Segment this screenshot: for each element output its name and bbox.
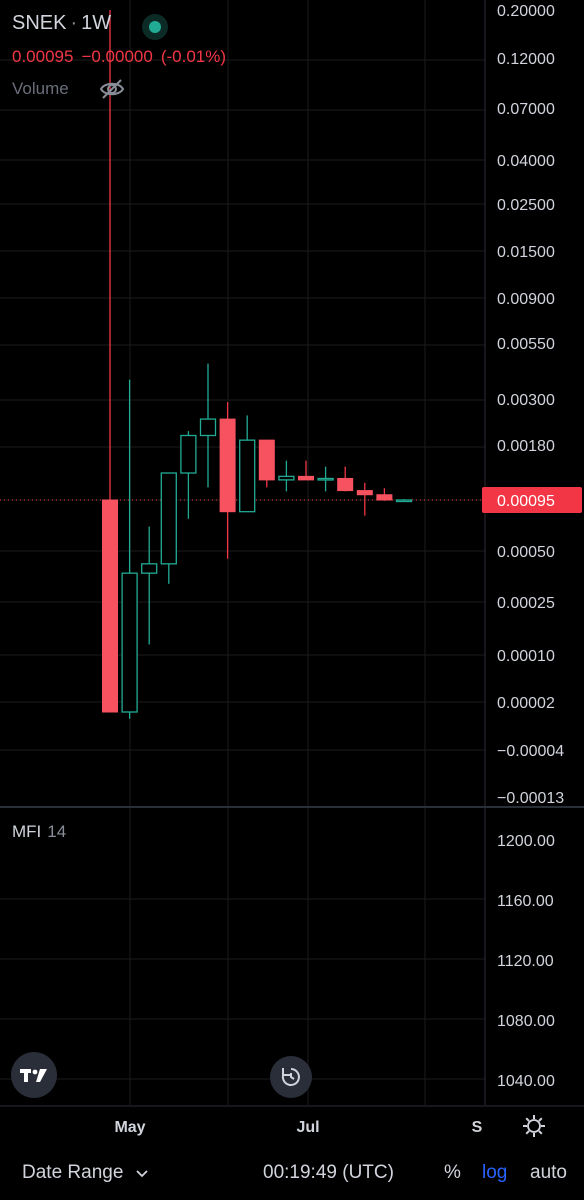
- symbol-header[interactable]: SNEK · 1W: [12, 12, 111, 35]
- auto-scale-toggle[interactable]: auto: [530, 1162, 567, 1183]
- candle-body: [160, 472, 177, 565]
- candle: [239, 415, 256, 513]
- chevron-down-icon: [136, 1170, 148, 1178]
- tradingview-logo-icon: [20, 1069, 47, 1082]
- price-tick-label: −0.00013: [497, 790, 564, 807]
- candle: [317, 466, 334, 492]
- time-tick-label: S: [472, 1119, 483, 1136]
- candle-body: [141, 563, 158, 574]
- price-change-percent: (-0.01%): [160, 47, 227, 66]
- mfi-tick-label: 1160.00: [497, 893, 554, 910]
- candle: [298, 460, 314, 481]
- price-readout: 0.00095 −0.00000 (-0.01%): [12, 47, 234, 67]
- candle-body: [278, 475, 295, 481]
- price-tick-label: 0.20000: [497, 3, 555, 20]
- candle: [376, 488, 393, 501]
- price-tick-label: 0.00050: [497, 544, 555, 561]
- price-tick-label: 0.12000: [497, 51, 555, 68]
- candle: [141, 526, 158, 645]
- last-price-label-box: [482, 487, 582, 513]
- time-tick-label: Jul: [296, 1119, 319, 1136]
- price-tick-label: 0.00550: [497, 336, 555, 353]
- bottom-toolbar: Date Range 00:19:49 (UTC) % log auto: [0, 1150, 584, 1200]
- price-tick-label: −0.00004: [497, 743, 564, 760]
- price-tick-label: 0.02500: [497, 197, 555, 214]
- candle-body: [298, 475, 314, 481]
- price-tick-label: 0.00300: [497, 392, 555, 409]
- price-tick-label: 0.00025: [497, 595, 555, 612]
- candle-body: [180, 434, 197, 474]
- price-tick-label: 0.00180: [497, 438, 555, 455]
- mfi-tick-label: 1200.00: [497, 833, 555, 850]
- candle: [102, 10, 118, 713]
- candle-body: [395, 499, 413, 503]
- time-tick-label: May: [114, 1119, 145, 1136]
- candle: [219, 402, 236, 559]
- candle-body: [337, 477, 354, 492]
- current-price: 0.00095: [12, 47, 74, 66]
- mfi-tick-label: 1120.00: [497, 953, 554, 970]
- candle-body: [376, 494, 393, 501]
- candle: [180, 431, 197, 519]
- mfi-tick-label: 1080.00: [497, 1013, 555, 1030]
- axis-layer: 0.20000 0.12000 0.07000 0.04000 0.02500 0.015…: [0, 0, 584, 1136]
- price-tick-label: 0.01500: [497, 244, 555, 261]
- candle-body: [219, 418, 236, 513]
- candle-body: [121, 572, 138, 713]
- price-tick-label: 0.00010: [497, 648, 555, 665]
- candle-body: [239, 439, 256, 513]
- mfi-tick-label: 1040.00: [497, 1073, 555, 1090]
- interval-label[interactable]: 1W: [81, 12, 112, 34]
- mfi-period: 14: [47, 822, 67, 841]
- candle-body: [199, 418, 217, 437]
- candle: [337, 466, 354, 492]
- candle: [258, 439, 275, 488]
- price-tick-label: 0.04000: [497, 153, 555, 170]
- volume-indicator-label[interactable]: Volume: [12, 79, 69, 98]
- symbol-name: SNEK: [12, 12, 67, 34]
- symbol-separator: ·: [70, 12, 78, 34]
- eye-hidden-icon[interactable]: [98, 77, 126, 101]
- mfi-name: MFI: [12, 822, 42, 841]
- reset-icon: [281, 1068, 300, 1086]
- tradingview-logo-button[interactable]: [11, 1052, 57, 1098]
- candle-body: [317, 477, 334, 481]
- reset-chart-button[interactable]: [270, 1056, 312, 1098]
- log-scale-toggle[interactable]: log: [482, 1162, 508, 1183]
- price-tick-label: 0.07000: [497, 101, 555, 118]
- grid-layer: [0, 0, 485, 1105]
- price-tick-label: 0.00900: [497, 291, 555, 308]
- candle: [199, 363, 217, 488]
- candle: [356, 482, 373, 516]
- candle: [160, 472, 177, 584]
- date-range-label: Date Range: [22, 1162, 124, 1183]
- live-status-dot-icon: [142, 14, 168, 40]
- utc-clock[interactable]: 00:19:49 (UTC): [263, 1162, 394, 1183]
- candle-body: [356, 490, 373, 496]
- mfi-indicator-label[interactable]: MFI 14: [12, 822, 66, 842]
- settings-gear-icon[interactable]: [522, 1114, 546, 1138]
- candle: [395, 499, 413, 503]
- last-price-label: 0.00095: [497, 493, 555, 510]
- candle-body: [102, 499, 118, 713]
- candle: [278, 460, 295, 492]
- percent-scale-toggle[interactable]: %: [444, 1162, 461, 1183]
- date-range-button[interactable]: Date Range: [22, 1162, 149, 1184]
- price-tick-label: 0.00002: [497, 695, 555, 712]
- candle-body: [258, 439, 275, 481]
- candles-layer: [0, 10, 485, 719]
- price-change: −0.00000: [81, 47, 153, 66]
- candle: [121, 379, 138, 719]
